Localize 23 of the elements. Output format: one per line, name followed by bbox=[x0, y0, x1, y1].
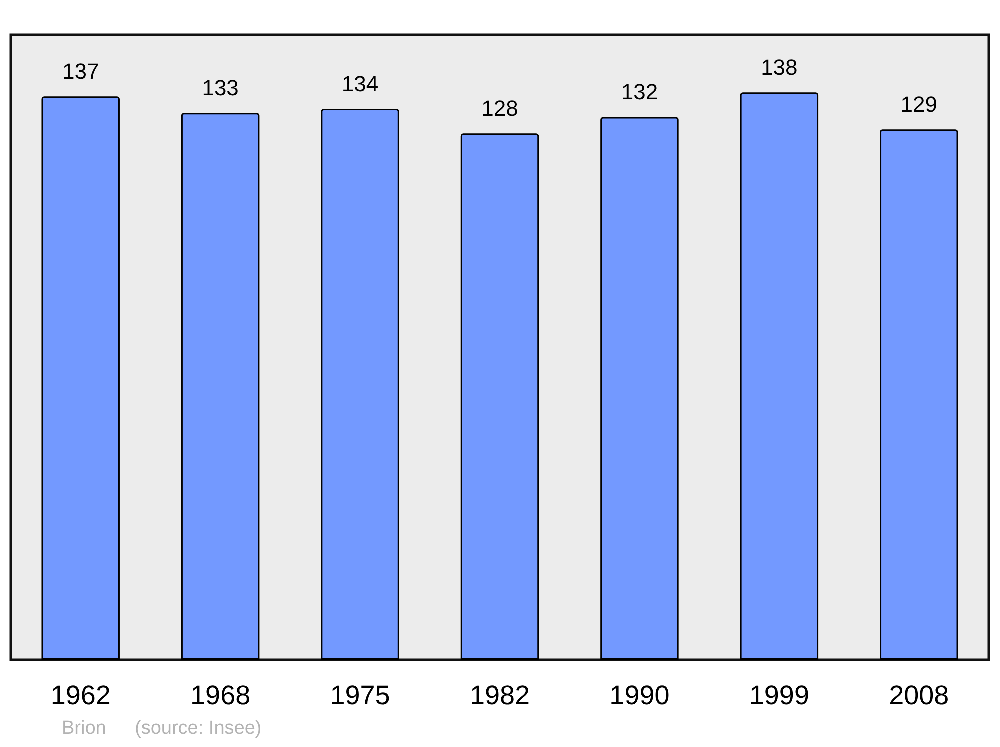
bar bbox=[181, 113, 260, 660]
bar bbox=[321, 109, 400, 660]
data-label: 138 bbox=[761, 55, 798, 80]
bar bbox=[460, 134, 540, 660]
bar bbox=[600, 117, 679, 660]
x-tick-label: 1982 bbox=[470, 680, 530, 710]
bar bbox=[880, 130, 958, 660]
text: (source: Insee) bbox=[135, 718, 262, 739]
x-tick-label: 1990 bbox=[610, 680, 670, 710]
data-label: 133 bbox=[202, 76, 239, 101]
text: Brion bbox=[62, 718, 106, 739]
x-tick-label: 1975 bbox=[330, 680, 390, 710]
x-tick-label: 2008 bbox=[889, 680, 950, 710]
bar bbox=[740, 92, 819, 660]
data-label: 129 bbox=[900, 92, 938, 118]
x-tick-label: 1962 bbox=[50, 680, 111, 710]
x-tick-label: 1968 bbox=[190, 680, 251, 710]
x-tick-label: 1999 bbox=[749, 680, 810, 710]
bar bbox=[42, 96, 120, 660]
data-label: 137 bbox=[62, 59, 100, 84]
data-label: 128 bbox=[482, 96, 518, 122]
data-label: 132 bbox=[621, 80, 658, 105]
data-label: 134 bbox=[342, 72, 379, 97]
